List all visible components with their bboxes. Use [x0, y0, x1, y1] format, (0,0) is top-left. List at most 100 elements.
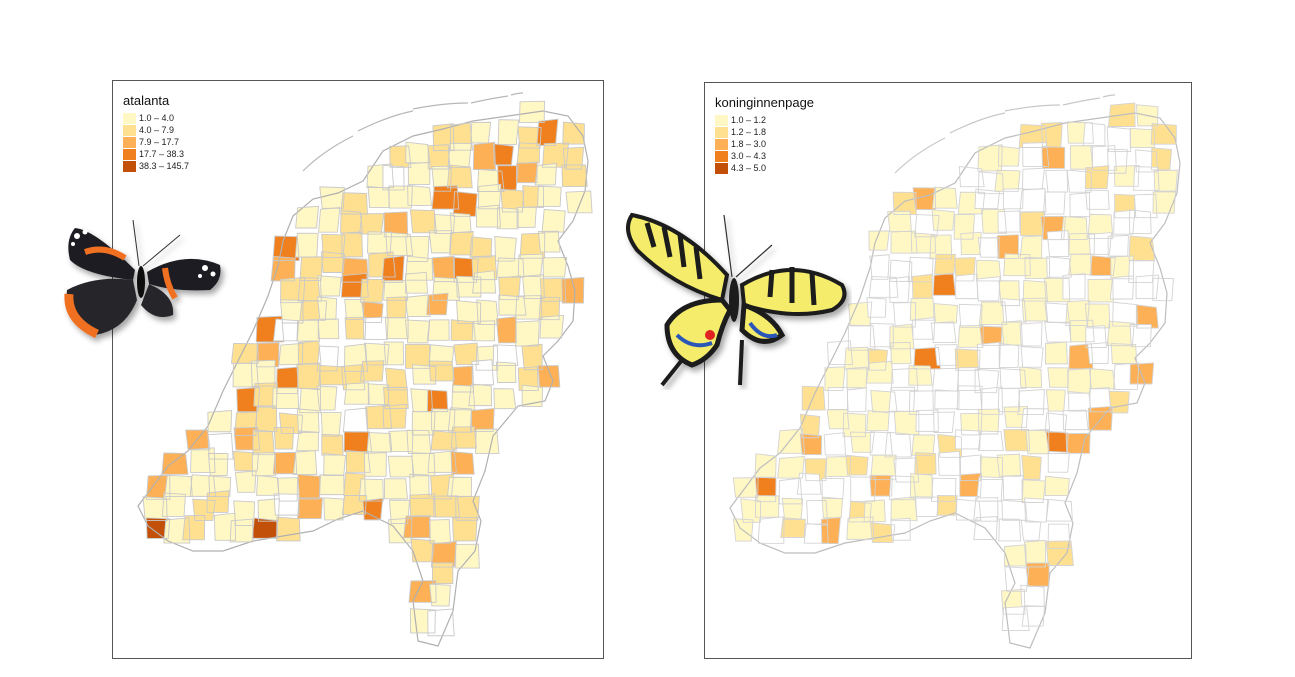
municipality-area	[933, 273, 956, 296]
municipality-area	[1048, 451, 1070, 473]
municipality-area	[913, 187, 936, 210]
municipality-area	[1068, 391, 1092, 412]
municipality-area	[519, 101, 545, 123]
municipality-area	[932, 209, 955, 231]
municipality-area	[274, 427, 294, 450]
legend-label: 1.2 – 1.8	[731, 127, 767, 137]
municipality-area	[976, 476, 1003, 502]
legend-row: 1.2 – 1.8	[715, 126, 814, 138]
municipality-area	[297, 497, 323, 519]
municipality-area	[429, 519, 451, 544]
municipality-fills	[142, 101, 593, 636]
legend-row: 4.0 – 7.9	[123, 124, 189, 136]
municipality-area	[318, 365, 347, 385]
municipality-area	[563, 147, 584, 170]
municipality-area	[255, 406, 277, 432]
municipality-area	[893, 192, 917, 215]
municipality-area	[342, 495, 367, 515]
legend-label: 38.3 – 145.7	[139, 161, 190, 171]
municipality-area	[1114, 165, 1140, 187]
municipality-area	[1136, 304, 1159, 329]
municipality-area	[866, 410, 890, 431]
municipality-area	[299, 256, 323, 281]
municipality-area	[434, 214, 455, 234]
legend-row: 38.3 – 145.7	[123, 160, 189, 172]
municipality-area	[1020, 235, 1042, 259]
municipality-area	[164, 475, 193, 497]
legend-label: 1.8 – 3.0	[731, 139, 767, 149]
municipality-area	[516, 206, 537, 228]
municipality-area	[890, 230, 918, 254]
municipality-area	[1153, 191, 1176, 214]
municipality-area	[251, 360, 276, 387]
municipality-area	[938, 451, 960, 476]
municipality-area	[273, 319, 299, 341]
municipality-area	[447, 165, 473, 188]
municipality-area	[449, 231, 474, 255]
municipality-area	[384, 478, 408, 499]
municipality-area	[468, 383, 492, 406]
legend-row: 1.0 – 4.0	[123, 112, 189, 124]
municipality-area	[1089, 387, 1111, 412]
municipality-area	[848, 325, 876, 351]
municipality-area	[1111, 343, 1137, 364]
municipality-area	[843, 413, 866, 437]
municipality-area	[317, 297, 337, 320]
municipality-area	[931, 321, 957, 343]
municipality-area	[1088, 214, 1113, 239]
municipality-area	[1046, 431, 1069, 454]
legend-atalanta: atalanta 1.0 – 4.0 4.0 – 7.9 7.9 – 17.7 …	[123, 93, 189, 172]
municipality-area	[979, 326, 1004, 346]
municipality-area	[321, 434, 343, 456]
municipality-area	[317, 346, 339, 371]
municipality-area	[386, 296, 407, 318]
municipality-area	[822, 478, 844, 499]
municipality-area	[910, 298, 935, 321]
municipality-area	[846, 367, 868, 388]
netherlands-map-koninginnenpage	[729, 94, 1181, 649]
municipality-area	[980, 456, 1003, 480]
municipality-area	[407, 185, 432, 206]
municipality-area	[323, 453, 346, 476]
municipality-area	[431, 541, 457, 568]
municipality-area	[293, 450, 317, 475]
municipality-area	[1151, 147, 1172, 170]
municipality-area	[1044, 321, 1071, 343]
municipality-area	[388, 456, 415, 477]
municipality-area	[384, 211, 408, 237]
legend-title: atalanta	[123, 93, 170, 108]
municipality-area	[1046, 540, 1074, 566]
municipality-area	[1130, 362, 1154, 384]
legend-title: koninginnenpage	[715, 95, 815, 110]
municipality-area	[295, 206, 319, 228]
municipality-area	[518, 366, 539, 391]
municipality-area	[496, 316, 517, 343]
legend-row: 17.7 – 38.3	[123, 148, 189, 160]
municipality-area	[797, 473, 822, 495]
municipality-area	[1043, 191, 1066, 215]
swallowtail-butterfly-icon	[626, 212, 847, 387]
legend-swatch	[715, 114, 728, 126]
municipality-area	[405, 272, 428, 294]
municipality-area	[538, 365, 560, 388]
municipality-area	[1130, 128, 1155, 148]
municipality-area	[383, 280, 408, 301]
municipality-area	[539, 296, 560, 320]
municipality-area	[1068, 253, 1092, 275]
municipality-area	[848, 301, 872, 326]
municipality-area	[1152, 278, 1174, 301]
municipality-area	[937, 495, 958, 516]
municipality-area	[913, 347, 941, 369]
municipality-area	[844, 347, 869, 369]
municipality-area	[955, 273, 978, 299]
municipality-area	[1067, 368, 1091, 394]
municipality-area	[1020, 211, 1045, 236]
municipality-area	[847, 387, 867, 412]
municipality-area	[516, 162, 538, 183]
municipality-area	[427, 608, 455, 636]
municipality-area	[321, 234, 346, 258]
municipality-area	[850, 476, 876, 502]
municipality-area	[364, 343, 390, 365]
municipality-area	[960, 232, 982, 255]
municipality-area	[428, 344, 454, 366]
